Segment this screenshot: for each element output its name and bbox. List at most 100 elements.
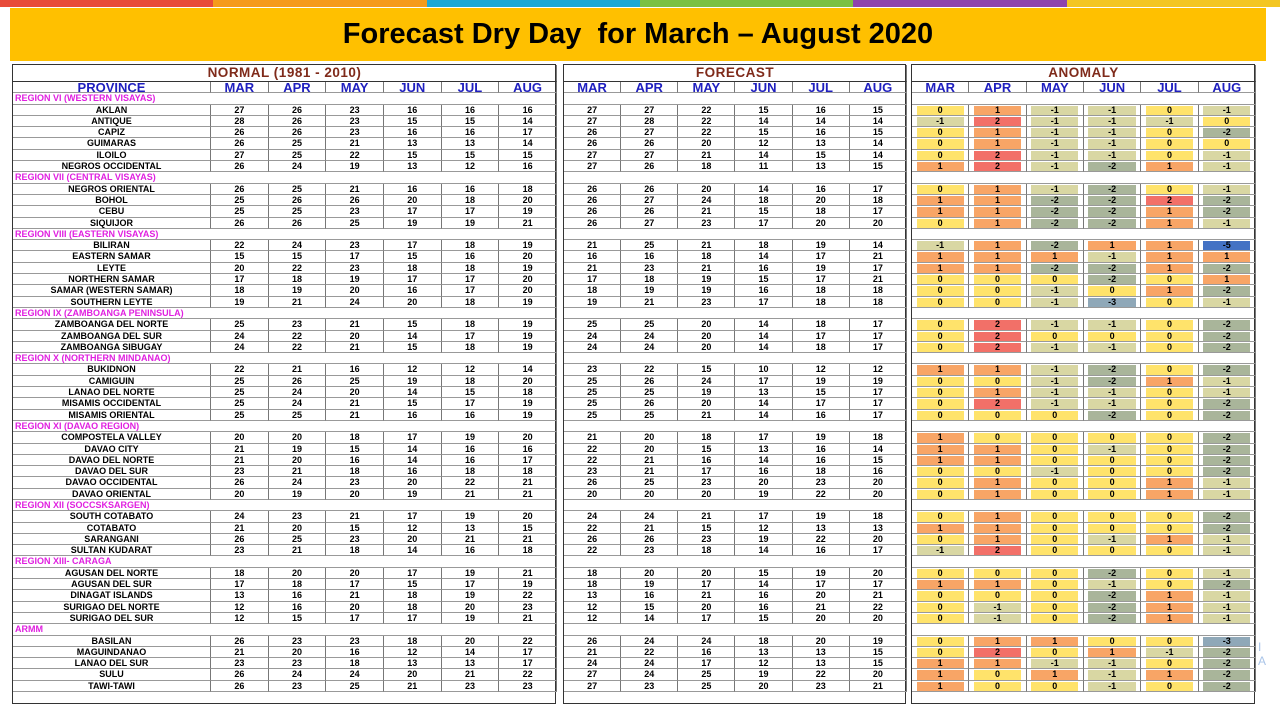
forecast-value-cell: 27 (564, 104, 622, 116)
region-row-blank (564, 353, 907, 365)
edge-letter-2: A (1258, 654, 1267, 668)
forecast-value-cell: 19 (678, 387, 736, 399)
anomaly-value: 0 (1203, 116, 1251, 127)
anomaly-value-cell: 0 (969, 567, 1027, 580)
anomaly-value: 1 (973, 658, 1022, 669)
anomaly-value-cell: 0 (1083, 488, 1142, 500)
anomaly-value: -2 (1031, 218, 1079, 228)
anomaly-value-cell: -1 (1083, 127, 1142, 139)
forecast-value-cell: 28 (621, 115, 679, 128)
anomaly-value: 0 (916, 286, 964, 296)
anomaly-value-cell: 2 (969, 115, 1027, 128)
forecast-value-cell: 26 (564, 635, 622, 647)
forecast-value-cell: 26 (621, 161, 679, 173)
anomaly-value: 0 (1031, 613, 1079, 624)
anomaly-value-cell: -1 (1026, 364, 1084, 376)
anomaly-value: -2 (1088, 602, 1136, 612)
region-label: REGION VI (WESTERN VISAYAS) (13, 93, 557, 105)
anomaly-value-cell: -2 (1083, 217, 1142, 229)
anomaly-value: -3 (1203, 636, 1251, 646)
normal-value-cell: 17 (499, 127, 557, 139)
anomaly-value: 0 (1145, 331, 1194, 341)
forecast-value-cell: 24 (678, 635, 736, 647)
anomaly-value: -1 (916, 545, 964, 556)
anomaly-value-cell: -2 (1083, 262, 1142, 275)
anomaly-value: 1 (973, 387, 1022, 398)
anomaly-value-cell: 0 (1141, 296, 1199, 308)
anomaly-value-cell: -1 (912, 115, 970, 128)
anomaly-value-cell: 0 (1083, 477, 1142, 489)
forecast-value-cell: 21 (678, 240, 736, 252)
anomaly-value: 1 (973, 523, 1022, 533)
stripe-segment (213, 0, 427, 7)
normal-value-cell: 22 (499, 590, 557, 602)
anomaly-value-cell: -2 (1026, 217, 1084, 229)
forecast-value-cell: 26 (564, 477, 622, 489)
anomaly-value: -2 (1203, 455, 1251, 466)
anomaly-value-cell: 1 (969, 522, 1027, 534)
anomaly-value-cell: 1 (912, 206, 970, 218)
anomaly-value: 1 (1203, 274, 1251, 285)
anomaly-value: -1 (1031, 105, 1079, 115)
forecast-value-cell: 18 (678, 432, 736, 444)
anomaly-value-cell: -2 (1198, 579, 1256, 591)
anomaly-value-cell: 0 (1083, 522, 1142, 534)
normal-value-cell: 19 (499, 398, 557, 410)
forecast-value-cell: 17 (849, 319, 907, 331)
anomaly-value-cell: 1 (969, 443, 1027, 455)
province-name: DAVAO DEL SUR (13, 466, 211, 478)
forecast-value-cell: 12 (735, 138, 793, 150)
anomaly-value: 0 (916, 331, 964, 341)
anomaly-value-cell: 1 (969, 579, 1027, 591)
province-name: DAVAO DEL NORTE (13, 454, 211, 467)
normal-value-cell: 16 (383, 104, 442, 116)
anomaly-value: -2 (1031, 240, 1079, 251)
forecast-value-cell: 24 (621, 658, 679, 670)
normal-value-cell: 25 (211, 398, 269, 410)
normal-value-cell: 19 (211, 296, 269, 308)
anomaly-value: 1 (1145, 240, 1194, 251)
anomaly-value: 0 (1145, 274, 1194, 285)
anomaly-value-cell: 0 (912, 635, 970, 647)
anomaly-value-cell: 0 (1026, 511, 1084, 523)
anomaly-value-cell: -1 (1083, 658, 1142, 670)
anomaly-value-cell: 1 (1141, 590, 1199, 602)
anomaly-value-cell: -2 (1198, 262, 1256, 275)
anomaly-value: -1 (1088, 444, 1136, 454)
anomaly-value: 1 (973, 579, 1022, 590)
anomaly-value-cell: -2 (1198, 658, 1256, 670)
forecast-value-cell: 26 (564, 138, 622, 150)
normal-value-cell: 12 (383, 522, 442, 534)
anomaly-value: 0 (916, 297, 964, 307)
normal-value-cell: 19 (499, 296, 557, 308)
province-name: CEBU (13, 206, 211, 218)
anomaly-value-cell: -1 (1026, 138, 1084, 150)
province-name: MAGUINDANAO (13, 646, 211, 659)
anomaly-value: -2 (1203, 365, 1251, 375)
normal-value-cell: 20 (499, 511, 557, 523)
forecast-value-cell: 19 (792, 240, 850, 252)
normal-value-cell: 27 (211, 149, 269, 162)
normal-value-cell: 20 (268, 454, 327, 467)
forecast-value-cell: 18 (792, 285, 850, 297)
forecast-value-cell: 20 (849, 488, 907, 500)
normal-value-cell: 25 (211, 194, 269, 207)
forecast-value-cell: 23 (564, 466, 622, 478)
anomaly-value-cell: 0 (912, 183, 970, 195)
forecast-value-cell: 27 (621, 127, 679, 139)
anomaly-value: 0 (1145, 410, 1194, 420)
forecast-value-cell: 18 (621, 274, 679, 286)
anomaly-value: 1 (973, 240, 1022, 251)
normal-value-cell: 20 (326, 330, 384, 342)
normal-value-cell: 19 (499, 409, 557, 421)
anomaly-value-cell: 0 (1141, 567, 1199, 580)
anomaly-value: 1 (916, 161, 964, 172)
normal-value-cell: 17 (326, 579, 384, 591)
anomaly-value-cell: -1 (1083, 138, 1142, 150)
anomaly-value: -2 (1088, 161, 1136, 172)
region-row-blank (912, 353, 1256, 365)
normal-value-cell: 19 (268, 285, 327, 297)
forecast-value-cell: 23 (621, 680, 679, 693)
anomaly-value: 2 (973, 545, 1022, 556)
forecast-value-cell: 22 (564, 545, 622, 557)
